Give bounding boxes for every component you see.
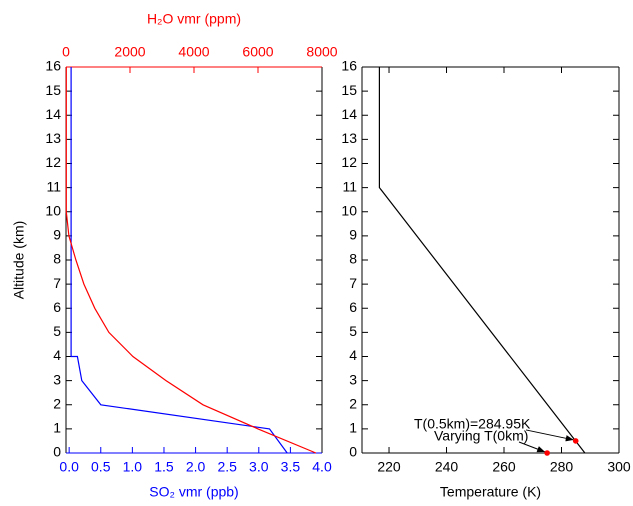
x-axis-title: SO₂ vmr (ppb) [149,484,238,500]
x-tick-label: 2.0 [186,459,206,475]
x-tick-label: 300 [607,459,631,475]
x-tick-label: 260 [492,459,516,475]
annotation-arrow [518,441,546,453]
x-axis-title: Temperature (K) [440,484,541,500]
y-tick-label: 7 [349,275,357,291]
x-tick-label: 1.5 [154,459,174,475]
y-tick-label: 4 [53,347,61,363]
x-tick-label: 4.0 [312,459,332,475]
y-tick-label: 15 [341,82,357,98]
series-line [70,67,288,454]
series-line [65,67,317,454]
x-tick-label: 3.0 [249,459,269,475]
y-tick-label: 0 [349,444,357,460]
y-tick-label: 10 [341,202,357,218]
x-tick-label: 0.0 [59,459,79,475]
y-tick-label: 7 [53,275,61,291]
x-tick-label: 280 [550,459,574,475]
y-tick-label: 3 [349,371,357,387]
x-tick-label: 220 [377,459,401,475]
x-tick-label: 1.0 [123,459,143,475]
x2-tick-label: 6000 [242,44,273,60]
y-tick-label: 16 [45,58,61,74]
y-tick-label: 10 [45,202,61,218]
y-tick-label: 9 [349,227,357,243]
y-tick-label: 4 [349,347,357,363]
y-tick-label: 8 [349,251,357,267]
y-tick-label: 13 [341,130,357,146]
y-tick-label: 1 [349,420,357,436]
annotation: Varying T(0km) [434,428,528,444]
y-tick-label: 5 [349,323,357,339]
y-tick-label: 16 [341,58,357,74]
x2-tick-label: 2000 [114,44,145,60]
x-tick-label: 2.5 [217,459,237,475]
y-tick-label: 12 [341,154,357,170]
y-tick-label: 14 [341,106,357,122]
y-tick-label: 2 [349,395,357,411]
series-line [378,67,586,454]
annotation-arrow [525,429,574,442]
y-tick-label: 1 [53,420,61,436]
y-tick-label: 13 [45,130,61,146]
x-tick-label: 0.5 [91,459,111,475]
y-tick-label: 11 [342,178,357,194]
y-tick-label: 11 [46,178,61,194]
y-axis-title: Altitude (km) [11,221,27,300]
y-tick-label: 0 [53,444,61,460]
x-tick-label: 3.5 [281,459,301,475]
x2-axis-title: H₂O vmr (ppm) [147,11,241,27]
y-tick-label: 3 [53,371,61,387]
y-tick-label: 2 [53,395,61,411]
y-tick-label: 9 [53,227,61,243]
x2-tick-label: 0 [62,44,70,60]
x-tick-label: 240 [435,459,459,475]
y-tick-label: 6 [53,299,61,315]
y-tick-label: 8 [53,251,61,267]
marker-point [572,438,579,444]
y-tick-label: 12 [45,154,61,170]
y-tick-label: 14 [45,106,61,122]
marker-point [544,450,550,456]
x2-tick-label: 8000 [306,44,337,60]
y-tick-label: 15 [45,82,61,98]
y-tick-label: 6 [349,299,357,315]
x2-tick-label: 4000 [178,44,209,60]
annotation: T(0.5km)=284.95K [414,416,531,432]
y-tick-label: 5 [53,323,61,339]
